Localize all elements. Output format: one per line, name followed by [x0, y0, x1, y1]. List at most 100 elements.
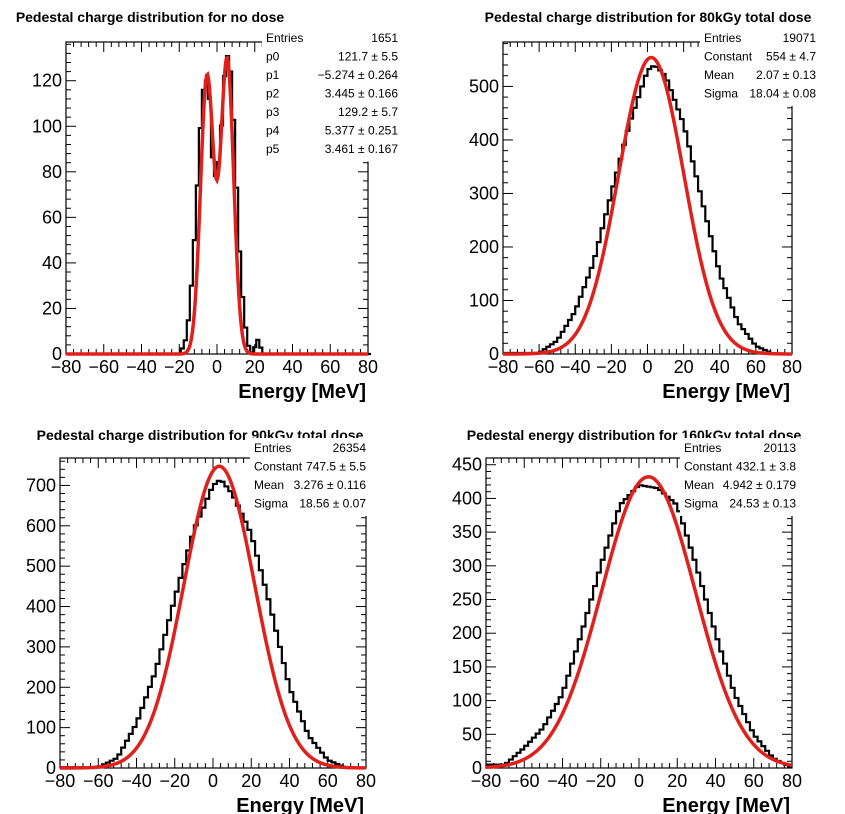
- y-tick-label: 150: [452, 657, 482, 677]
- x-tick-label: 80: [782, 771, 802, 791]
- x-axis-label: Energy [MeV]: [662, 381, 790, 403]
- stats-value: 26354: [333, 441, 367, 455]
- stats-label: Mean: [704, 68, 734, 82]
- chart-panel-3: Pedestal charge distribution for 90kGy t…: [26, 427, 376, 814]
- x-tick-label: 0: [642, 357, 652, 377]
- stats-label: Constant: [704, 50, 753, 64]
- x-tick-label: −20: [164, 357, 195, 377]
- stats-value: 129.2 ± 5.7: [338, 105, 398, 119]
- x-tick-label: −60: [509, 771, 540, 791]
- x-tick-label: 0: [208, 771, 218, 791]
- x-tick-label: 0: [212, 357, 222, 377]
- stats-label: Entries: [704, 31, 741, 45]
- x-tick-label: 60: [744, 771, 764, 791]
- fit-curve: [66, 55, 368, 356]
- y-tick-label: 100: [452, 691, 482, 711]
- x-tick-label: −80: [51, 357, 82, 377]
- x-tick-label: 0: [634, 771, 644, 791]
- fit-curve: [503, 55, 792, 356]
- y-tick-label: 250: [452, 590, 482, 610]
- stats-value: 3.445 ± 0.166: [325, 87, 399, 101]
- stats-label: Entries: [266, 31, 303, 45]
- stats-label: Constant: [254, 460, 303, 474]
- y-tick-label: 300: [26, 637, 56, 657]
- y-tick-label: 120: [32, 71, 62, 91]
- stats-label: p5: [266, 142, 280, 156]
- y-tick-label: 0: [52, 344, 62, 364]
- stats-value: 4.942 ± 0.179: [723, 478, 797, 492]
- stats-label: p4: [266, 124, 280, 138]
- stats-value: 1651: [371, 31, 398, 45]
- stats-label: Entries: [254, 441, 291, 455]
- x-tick-label: −60: [524, 357, 555, 377]
- x-tick-label: 60: [746, 357, 766, 377]
- x-tick-label: 60: [320, 357, 340, 377]
- stats-box: Entries 26354 Constant 747.5 ± 5.5 Mean 3.276…: [250, 438, 370, 516]
- chart-panel-2: Pedestal charge distribution for 80kGy t…: [469, 9, 820, 403]
- y-tick-label: 500: [26, 556, 56, 576]
- chart-title: Pedestal charge distribution for no dose: [16, 9, 285, 25]
- y-tick-label: 80: [42, 162, 62, 182]
- stats-value: 3.276 ± 0.116: [294, 478, 367, 492]
- stats-label: p3: [266, 105, 280, 119]
- stats-value: 18.04 ± 0.08: [749, 87, 816, 101]
- y-tick-label: 500: [469, 76, 499, 96]
- stats-value: 24.53 ± 0.13: [729, 497, 796, 511]
- stats-label: p0: [266, 50, 280, 64]
- y-tick-label: 0: [489, 344, 499, 364]
- y-tick-label: 100: [469, 290, 499, 310]
- fit-curve: [60, 464, 367, 770]
- x-tick-label: −20: [159, 771, 190, 791]
- y-tick-label: 600: [26, 516, 56, 536]
- y-tick-label: 20: [42, 298, 62, 318]
- x-axis-label: Energy [MeV]: [236, 795, 364, 814]
- y-tick-label: 700: [26, 475, 56, 495]
- y-tick-label: 40: [42, 253, 62, 273]
- stats-label: Constant: [684, 460, 733, 474]
- x-tick-label: 40: [282, 357, 302, 377]
- x-tick-label: 20: [674, 357, 694, 377]
- stats-value: 747.5 ± 5.5: [306, 460, 366, 474]
- y-tick-label: 50: [462, 724, 482, 744]
- y-tick-label: 200: [452, 623, 482, 643]
- stats-value: 554 ± 4.7: [766, 50, 816, 64]
- y-tick-label: 200: [26, 677, 56, 697]
- y-tick-label: 400: [452, 488, 482, 508]
- y-tick-label: 400: [469, 130, 499, 150]
- x-tick-label: 20: [245, 357, 265, 377]
- stats-value: 432.1 ± 3.8: [736, 460, 796, 474]
- y-tick-label: 300: [452, 556, 482, 576]
- stats-label: Mean: [254, 478, 284, 492]
- x-tick-label: 40: [705, 771, 725, 791]
- chart-panel-1: Pedestal charge distribution for no dose…: [16, 9, 402, 403]
- stats-value: 18.56 ± 0.07: [299, 497, 366, 511]
- stats-value: 20113: [764, 441, 797, 455]
- stats-value: 5.377 ± 0.251: [325, 124, 399, 138]
- x-axis-label: Energy [MeV]: [662, 795, 790, 814]
- stats-value: 3.461 ± 0.167: [325, 142, 399, 156]
- x-tick-label: −40: [121, 771, 152, 791]
- y-tick-label: 350: [452, 522, 482, 542]
- stats-value: 121.7 ± 5.5: [338, 50, 398, 64]
- y-tick-label: 450: [452, 455, 482, 475]
- histogram-series: [503, 65, 792, 356]
- chart-title: Pedestal charge distribution for 80kGy t…: [485, 9, 812, 25]
- stats-label: p1: [266, 68, 280, 82]
- stats-box: Entries 19071 Constant 554 ± 4.7 Mean 2.07 ± …: [700, 28, 820, 106]
- x-tick-label: −60: [83, 771, 114, 791]
- x-tick-label: −20: [585, 771, 616, 791]
- fit-curve: [485, 475, 793, 770]
- stats-label: Sigma: [684, 497, 718, 511]
- histogram-series: [486, 484, 792, 769]
- stats-box: Entries 20113 Constant 432.1 ± 3.8 Mean 4.942…: [680, 438, 800, 516]
- stats-label: p2: [266, 87, 280, 101]
- stats-label: Sigma: [254, 497, 288, 511]
- x-tick-label: −80: [488, 357, 519, 377]
- stats-value: 19071: [783, 31, 817, 45]
- chart-panel-4: Pedestal energy distribution for 160kGy …: [452, 427, 802, 814]
- x-tick-label: 80: [358, 357, 378, 377]
- x-tick-label: −60: [88, 357, 119, 377]
- stats-value: −5.274 ± 0.264: [318, 68, 399, 82]
- y-tick-label: 60: [42, 207, 62, 227]
